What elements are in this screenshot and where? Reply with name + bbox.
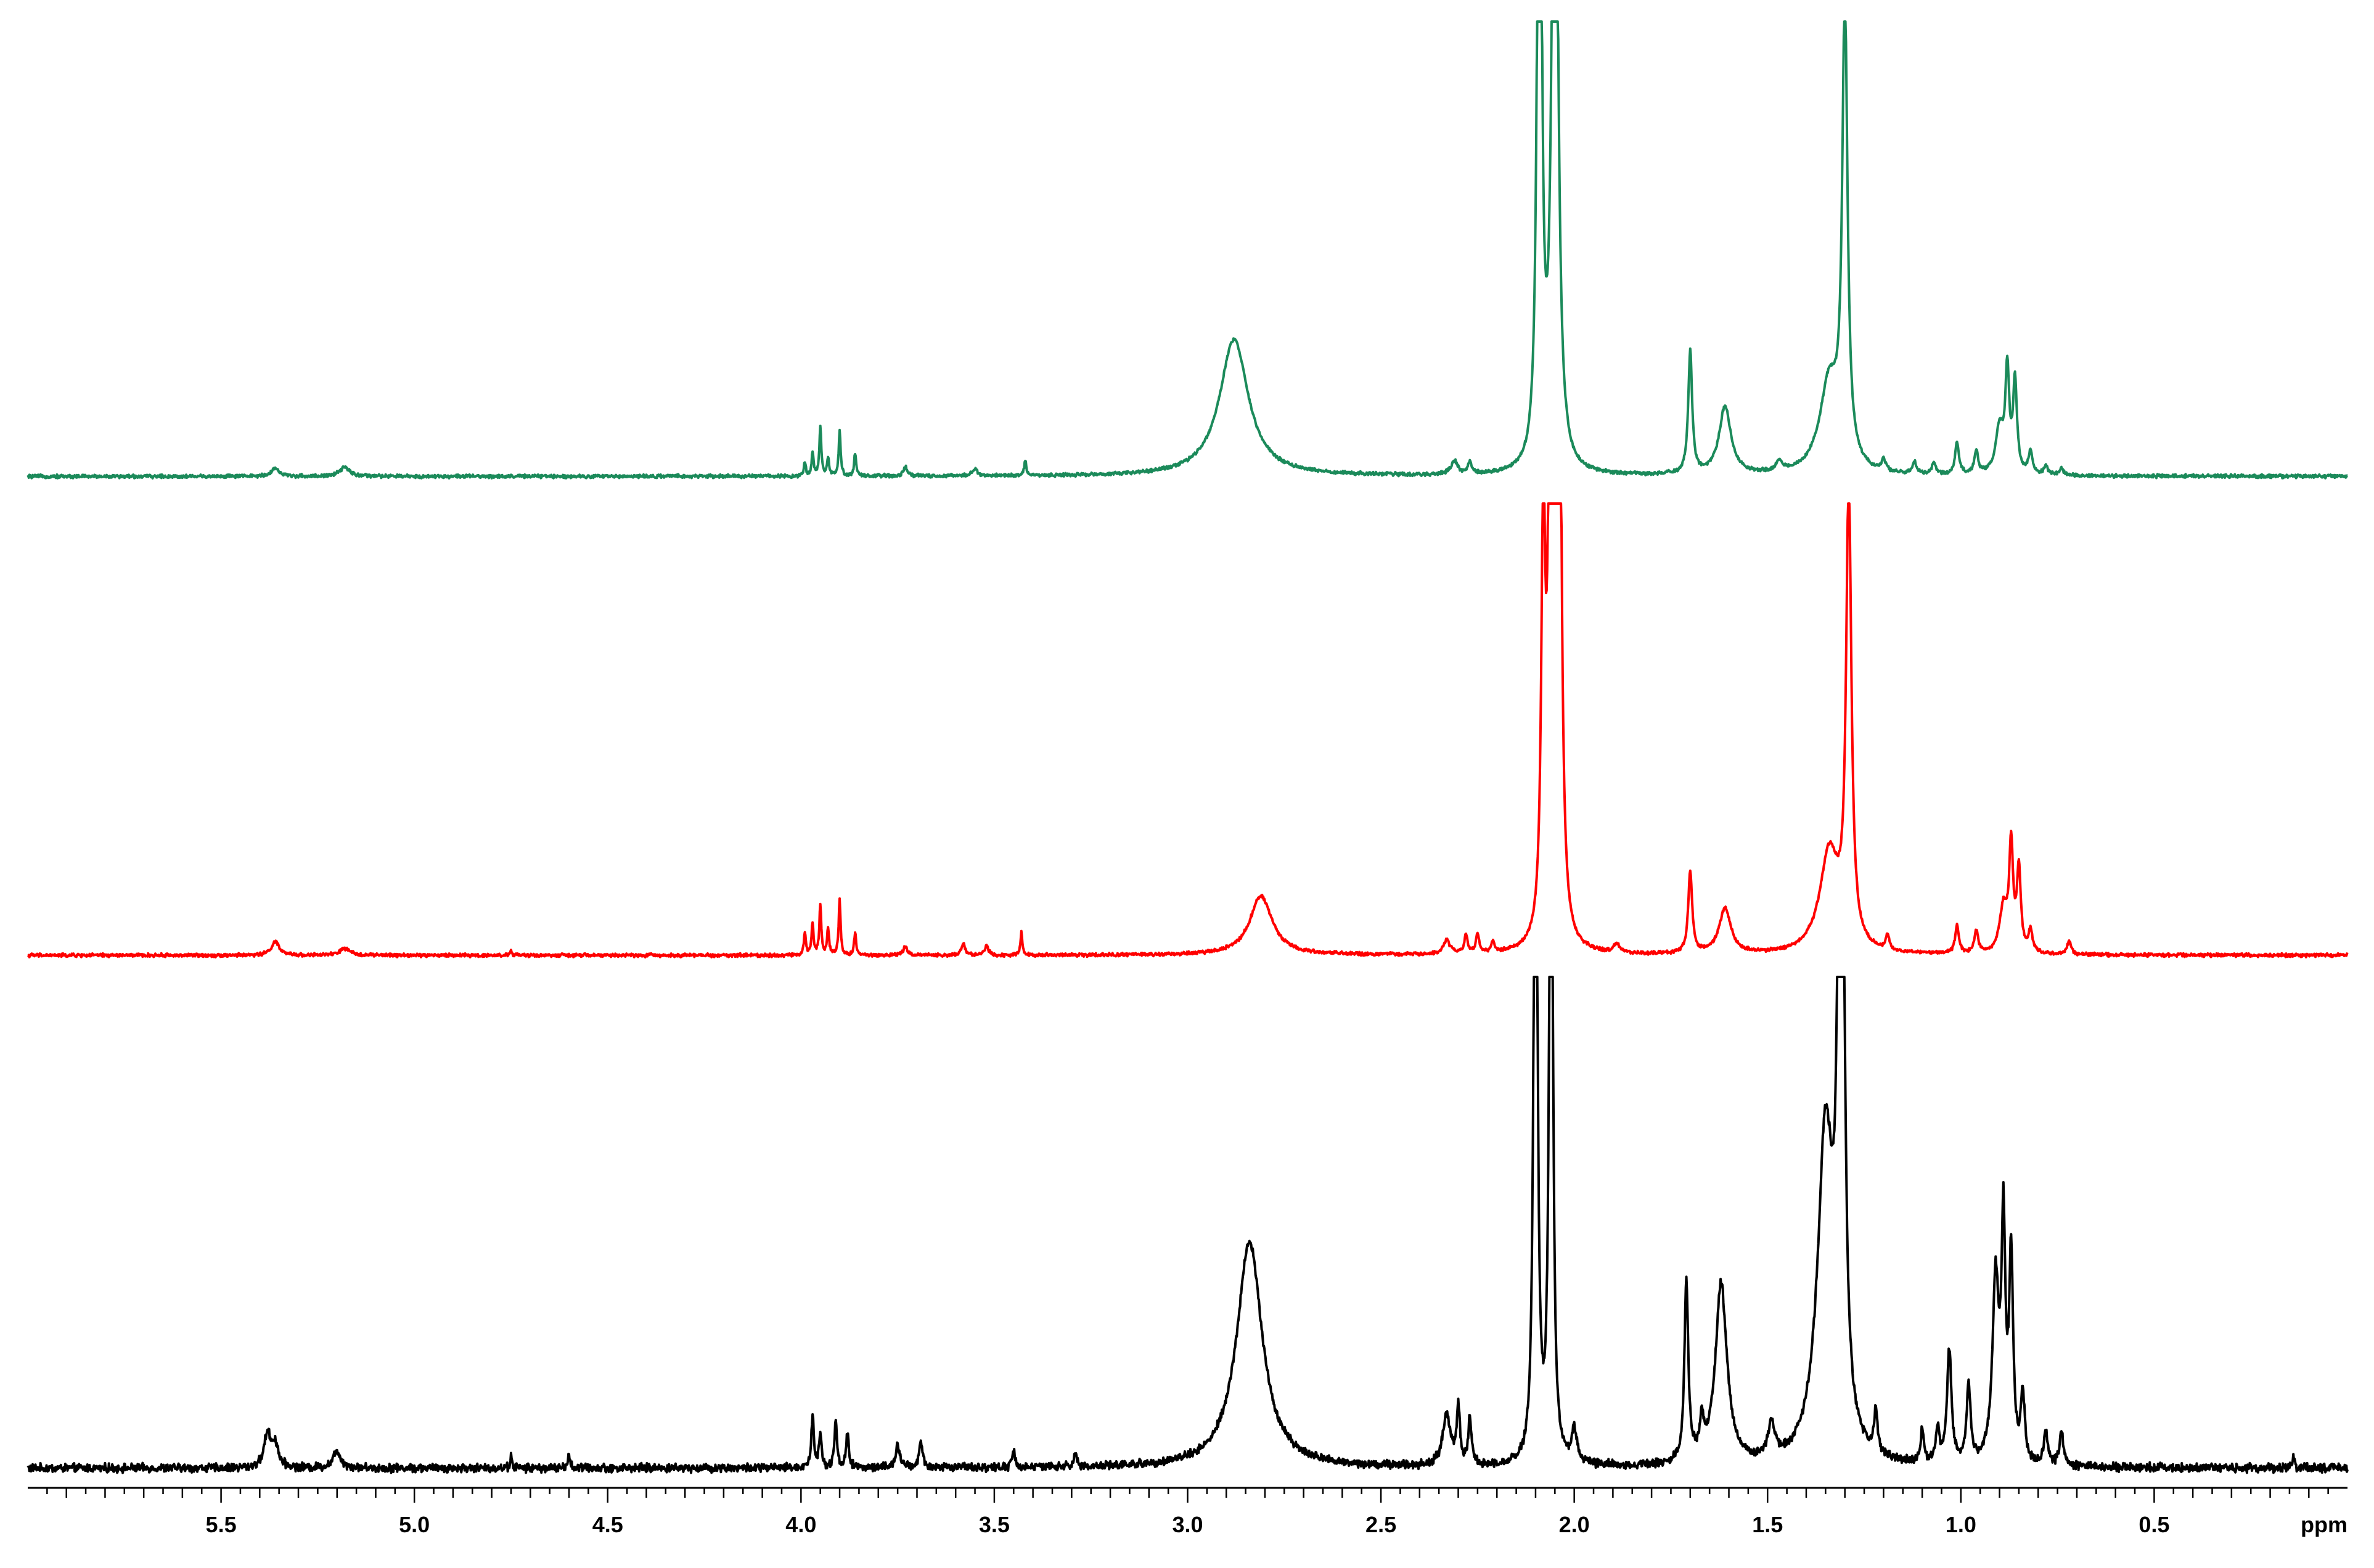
x-axis-tick-label: 4.0 — [785, 1512, 816, 1537]
x-axis-tick-label: 2.5 — [1365, 1512, 1396, 1537]
x-axis-tick-label: 5.0 — [399, 1512, 430, 1537]
x-axis-tick-label: 2.0 — [1559, 1512, 1590, 1537]
x-axis-tick-label: 5.5 — [206, 1512, 237, 1537]
x-axis-minor-ticks — [46, 1488, 2329, 1498]
spectrum-trace-1 — [27, 976, 2349, 1474]
x-axis-tick-label: 1.5 — [1752, 1512, 1783, 1537]
x-axis-tick-label: 4.5 — [592, 1512, 623, 1537]
spectrum-trace-2 — [27, 502, 2349, 959]
x-axis: 5.5 5.0 4.5 4.0 3.5 3.0 2.5 2.0 1.5 1.0 0.5 ppm — [28, 1487, 2347, 1537]
spectra-layer — [27, 20, 2349, 1474]
spectrum-trace-3 — [27, 20, 2349, 480]
x-axis-tick-label: 0.5 — [2139, 1512, 2169, 1537]
x-axis-major-ticks — [220, 1488, 2155, 1503]
x-axis-tick-labels: 5.5 5.0 4.5 4.0 3.5 3.0 2.5 2.0 1.5 1.0 0.5 — [206, 1512, 2170, 1537]
x-axis-unit-label: ppm — [2301, 1512, 2347, 1537]
x-axis-tick-label: 3.0 — [1172, 1512, 1203, 1537]
x-axis-tick-label: 3.5 — [979, 1512, 1010, 1537]
x-axis-tick-label: 1.0 — [1946, 1512, 1976, 1537]
